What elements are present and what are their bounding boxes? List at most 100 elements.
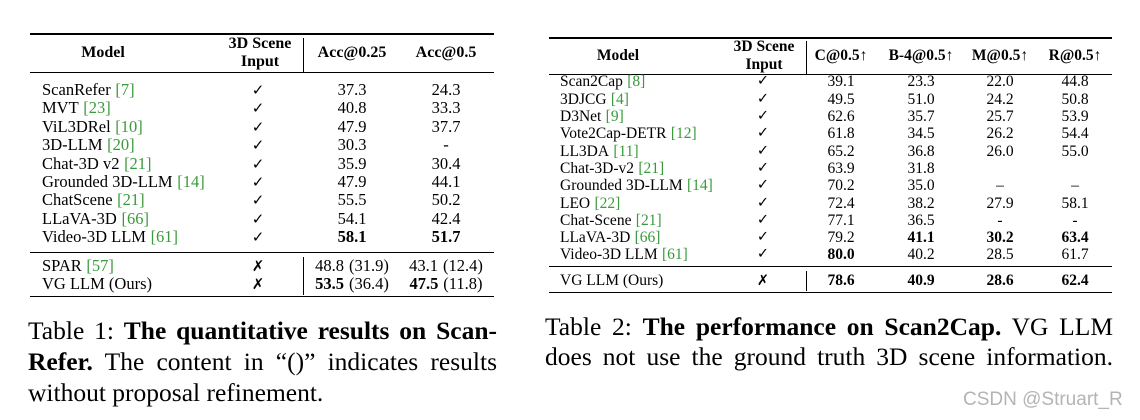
caption-line: Table 1: The quantitative results on Sca…	[28, 315, 497, 346]
metric-value: 50.2	[431, 190, 461, 210]
table-row: ChatScene [21] ✓ 55.5 50.2	[30, 190, 494, 210]
watermark: CSDN @Struart_R	[963, 389, 1123, 410]
header-rule	[549, 74, 1112, 75]
citation-link: [10]	[115, 116, 143, 136]
top-rule	[549, 37, 1112, 39]
metric-cell: –	[1035, 177, 1115, 194]
metric-cell: 61.8	[801, 125, 881, 142]
metric-value: 42.4	[431, 208, 461, 228]
model-name: LL3DA	[560, 142, 610, 160]
mid-rule	[549, 266, 1112, 267]
model-name: ChatScene	[42, 190, 113, 210]
citation-link: [21]	[117, 190, 145, 210]
column-divider	[303, 38, 304, 72]
metric-cell: 54.4	[1035, 125, 1115, 142]
metric-cell: 58.1	[307, 227, 397, 247]
metric-cell: 36.5	[881, 212, 961, 229]
table-row-proposed: SPAR [57] ✗ 48.8 (31.9) 43.1 (12.4)	[30, 256, 494, 275]
metric-cell: -	[1035, 212, 1115, 229]
table-row: 3DJCG [4] ✓ 49.5 51.0 24.2 50.8	[549, 91, 1112, 108]
model-name: ViL3DRel	[42, 116, 111, 136]
metric-value: 63.9	[827, 159, 855, 177]
metric-value: 63.4	[1061, 229, 1089, 247]
metric-cell: 77.1	[801, 212, 881, 229]
metric-value: 54.1	[337, 208, 367, 228]
table-row: ViL3DRel [10] ✓ 47.9 37.7	[30, 116, 494, 136]
model-cell: Video-3D LLM [61]	[560, 246, 688, 263]
header-scene-input-line: Input	[745, 56, 783, 73]
table-row: Grounded 3D-LLM [14] ✓ 47.9 44.1	[30, 172, 494, 191]
metric-value: 62.4	[1061, 272, 1089, 289]
metric-value: 36.5	[907, 211, 935, 229]
model-cell: Video-3D LLM [61]	[42, 227, 178, 246]
header-rule	[30, 72, 494, 73]
metric-cell: 49.5	[801, 91, 881, 108]
metric-cell: 79.2	[801, 229, 881, 246]
model-cell: Scan2Cap [8]	[560, 73, 645, 90]
model-cell: ViL3DRel [10]	[42, 116, 143, 136]
header-scene-input-line: 3D Scene	[733, 38, 795, 55]
check-icon: ✓	[251, 209, 265, 228]
metric-value: 51.0	[907, 90, 935, 108]
metric-value: 23.3	[907, 73, 935, 91]
model-cell: Chat-3D v2 [21]	[42, 154, 152, 173]
model-cell: Vote2Cap-DETR [12]	[560, 125, 697, 142]
metric-cell: 40.9	[881, 272, 961, 290]
metric-cell: 55.0	[1035, 143, 1115, 160]
metric-value: -	[997, 211, 1003, 229]
metric-value: 58.1	[337, 227, 367, 247]
model-name: ScanRefer	[42, 80, 111, 99]
cross-icon: ✗	[756, 273, 770, 289]
bottom-rule	[549, 291, 1112, 293]
metric-cell: 55.5	[307, 191, 397, 209]
check-icon: ✓	[756, 246, 770, 263]
header-acc-0.25: Acc@0.25	[317, 44, 387, 61]
metric-value: 47.9	[337, 172, 367, 191]
metric-value: 26.2	[986, 125, 1014, 143]
metric-value: 62.6	[827, 108, 855, 125]
metric-value: 27.9	[986, 194, 1014, 212]
caption-text: Table 1:	[28, 316, 124, 345]
citation-link: [9]	[605, 108, 624, 125]
metric-value-no-refinement: (11.8)	[443, 274, 483, 294]
metric-value: 50.8	[1061, 90, 1089, 108]
table-row: LL3DA [11] ✓ 65.2 36.8 26.0 55.0	[549, 143, 1112, 160]
metric-value: 34.5	[907, 125, 935, 143]
model-name: LLaVA-3D	[560, 229, 631, 247]
metric-value-no-refinement: (31.9)	[348, 256, 389, 275]
check-icon: ✓	[251, 228, 265, 247]
header-bleu4: B-4@0.5↑	[888, 47, 954, 64]
header-meteor: M@0.5↑	[971, 47, 1029, 64]
model-name: LEO	[560, 194, 591, 212]
metric-cell: 58.1	[1035, 195, 1115, 212]
model-cell: ScanRefer [7]	[42, 80, 135, 99]
metric-value: 35.9	[337, 153, 367, 173]
mid-rule	[30, 252, 494, 253]
model-cell: ChatScene [21]	[42, 191, 145, 209]
table-row: 3D-LLM [20] ✓ 30.3 -	[30, 135, 494, 155]
metric-value: 28.5	[986, 246, 1014, 264]
metric-value: 26.0	[986, 142, 1014, 160]
model-name: VG LLM (Ours)	[560, 272, 664, 289]
check-icon: ✓	[251, 191, 265, 210]
metric-value: 61.7	[1061, 246, 1089, 264]
metric-cell: 80.0	[801, 246, 881, 263]
metric-value: 53.9	[1061, 108, 1089, 125]
metric-cell: 47.5 (11.8)	[401, 275, 491, 293]
metric-cell: 23.3	[881, 73, 961, 90]
caption-bold-text: The quantitative results on Scan-	[123, 316, 497, 345]
header-rouge: R@0.5↑	[1048, 47, 1102, 64]
table-1: Model 3D Scene Input Acc@0.25 Acc@0.5 Sc…	[30, 33, 494, 297]
metric-value: 49.5	[827, 90, 855, 108]
citation-link: [12]	[670, 125, 697, 143]
table-2: Model 3D Scene Input C@0.5↑ B-4@0.5↑ M@0…	[549, 37, 1112, 293]
cross-icon: ✗	[251, 275, 265, 294]
check-icon: ✓	[251, 99, 265, 118]
metric-value: 43.1	[409, 256, 439, 275]
metric-cell: 47.9	[307, 117, 397, 136]
metric-value: 54.4	[1061, 125, 1089, 143]
citation-link: [20]	[107, 135, 135, 155]
header-scene-input: 3D Scene Input	[714, 38, 814, 74]
citation-link: [11]	[613, 142, 639, 160]
table-row: Video-3D LLM [61] ✓ 58.1 51.7	[30, 227, 494, 247]
